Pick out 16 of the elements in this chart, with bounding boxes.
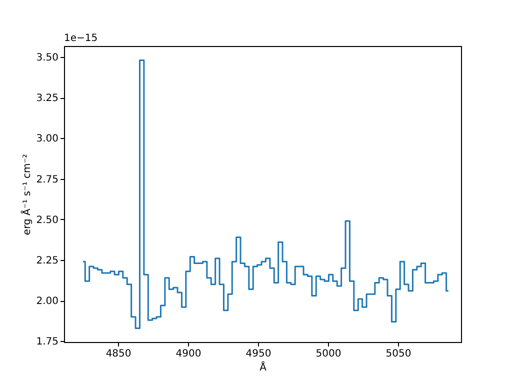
y-tick-label: 2.50 [36, 214, 58, 226]
x-tick-label: 4950 [246, 348, 272, 360]
y-tick-label: 2.25 [36, 256, 58, 267]
y-tick-label: 2.00 [36, 296, 58, 308]
y-tick-label: 3.25 [36, 93, 58, 104]
y-tick-label: 1.75 [36, 336, 58, 348]
y-tick-label: 2.75 [36, 174, 58, 186]
x-tick-label: 4900 [176, 348, 202, 360]
y-tick-label: 3.00 [36, 134, 58, 145]
text: 1e−15 [64, 33, 98, 44]
x-axis-title: Å [260, 360, 267, 374]
y-tick-label: 3.50 [36, 52, 58, 64]
x-tick-label: 5050 [386, 348, 412, 360]
x-tick-label: 4850 [106, 348, 132, 360]
x-tick-label: 5000 [316, 348, 342, 360]
y-axis-title: erg Å⁻¹ s⁻¹ cm⁻² [20, 154, 34, 236]
